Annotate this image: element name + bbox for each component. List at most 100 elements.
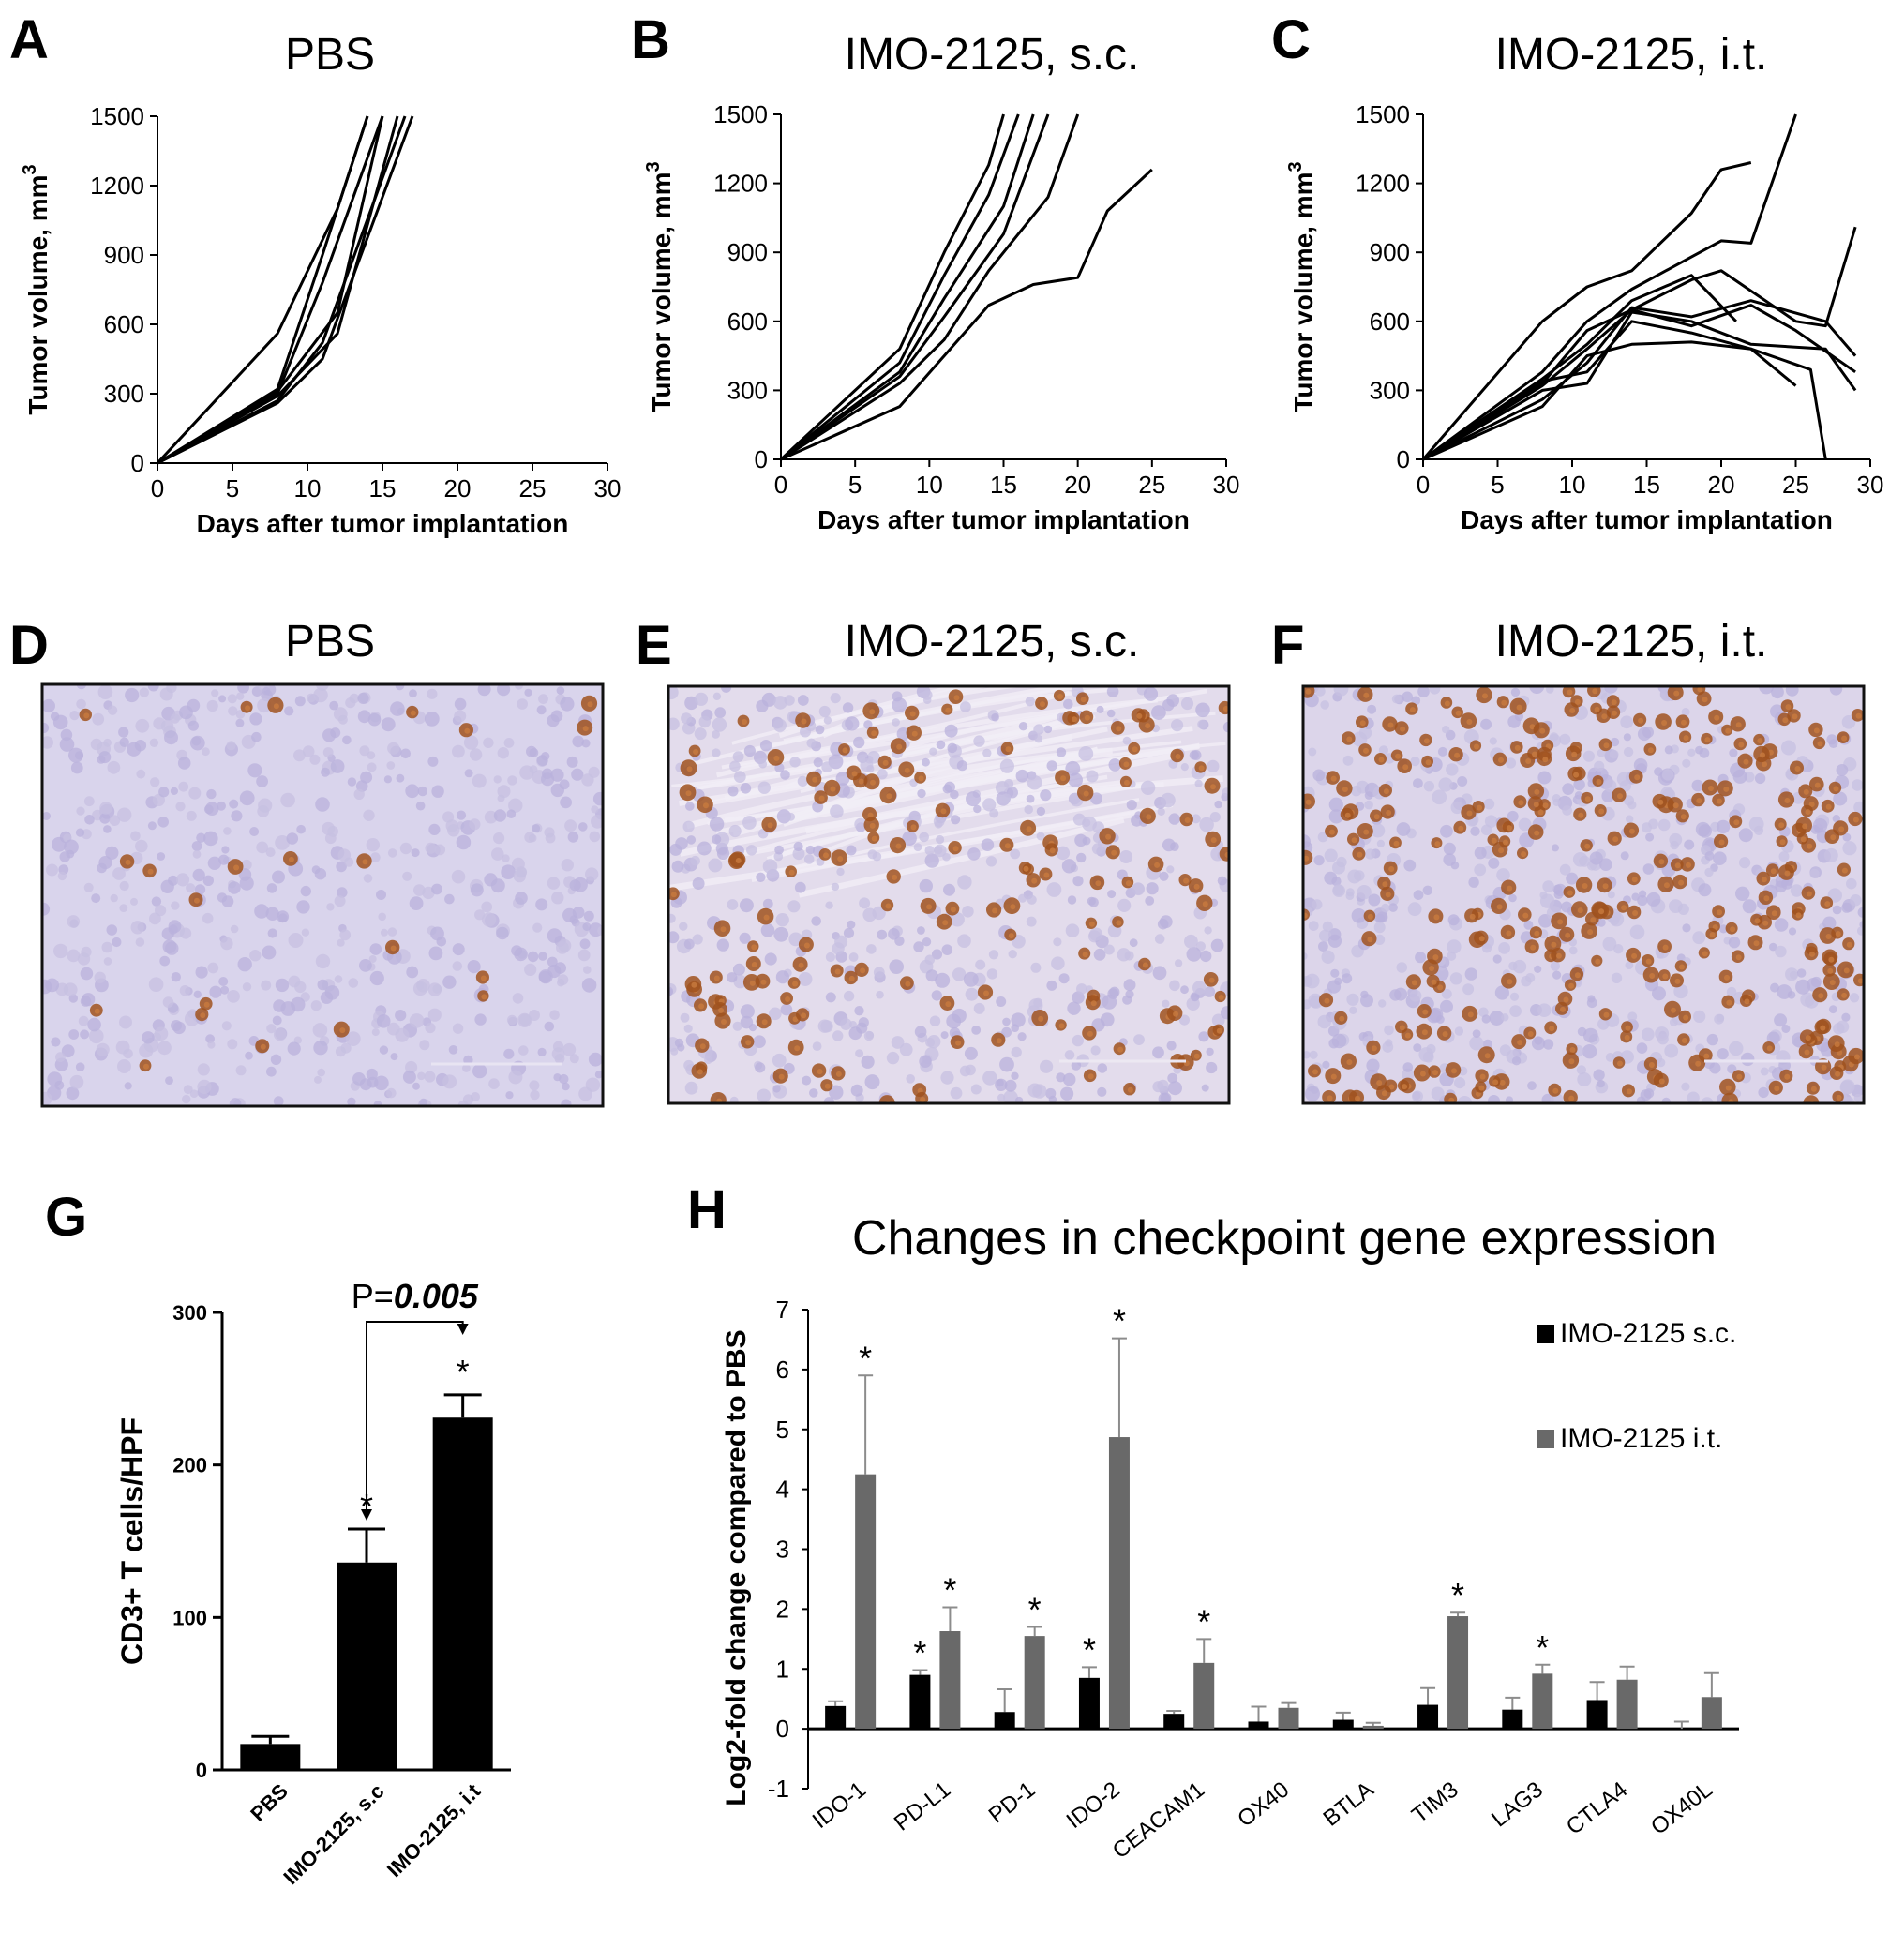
tumor-nucleus [924, 853, 939, 868]
tumor-nucleus [1056, 747, 1067, 757]
tumor-nucleus [1539, 891, 1548, 900]
tumor-nucleus [712, 717, 727, 732]
tumor-nucleus [733, 964, 744, 975]
tumor-nucleus [1191, 750, 1202, 760]
tumor-nucleus [431, 785, 444, 798]
tumor-nucleus [982, 1071, 997, 1086]
panel-letter-e: E [636, 615, 672, 676]
cd3-cell-core [1825, 803, 1832, 810]
cd3-cell-core [1479, 1073, 1486, 1080]
cd3-cell-core [1363, 692, 1370, 698]
cd3-cell-core [909, 711, 916, 717]
category-label-g: PBS [246, 1779, 292, 1826]
tumor-nucleus [1841, 902, 1852, 913]
cd3-cell-core [1567, 890, 1573, 896]
tumor-nucleus [413, 884, 426, 896]
cd3-cell-core [1329, 829, 1335, 835]
tumor-nucleus [294, 981, 307, 994]
tumor-nucleus [1010, 848, 1021, 860]
tumor-nucleus [313, 687, 328, 703]
tumor-nucleus [840, 1018, 852, 1030]
cd3-cell-core [996, 1038, 1002, 1044]
tumor-nucleus [1449, 972, 1462, 985]
tumor-nucleus [1314, 686, 1326, 697]
tumor-nucleus [136, 769, 146, 779]
bar-h-2-10 [1616, 1679, 1638, 1730]
tumor-nucleus [1586, 997, 1597, 1009]
cd3-cell-core [699, 1043, 706, 1050]
tumor-nucleus [1742, 899, 1757, 914]
tumor-nucleus [1457, 776, 1468, 787]
tumor-nucleus [1714, 1013, 1724, 1025]
tumor-nucleus [1552, 798, 1561, 807]
tumor-curve-b-1 [781, 113, 1005, 461]
cd3-cell-core [1498, 847, 1505, 854]
y-tick-label-h: 3 [776, 1536, 789, 1564]
cd3-cell-core [1674, 862, 1681, 869]
cd3-cell-core [918, 775, 924, 782]
y-tick-label-a: 600 [104, 310, 144, 338]
significance-star-h: * [1536, 1628, 1549, 1667]
tumor-nucleus [395, 684, 405, 691]
tumor-nucleus [357, 692, 369, 705]
x-tick-label-a: 30 [594, 474, 622, 502]
y-tick-label-g: 0 [196, 1759, 207, 1782]
tumor-nucleus [940, 1031, 949, 1040]
tumor-nucleus [675, 837, 688, 850]
y-tick-label-c: 900 [1370, 238, 1410, 266]
x-axis-label-b: Days after tumor implantation [817, 505, 1190, 534]
tumor-nucleus [1056, 1072, 1066, 1083]
tumor-nucleus [1192, 981, 1207, 995]
tumor-nucleus [249, 827, 260, 836]
tumor-nucleus [336, 861, 347, 873]
cd3-cell-core [823, 852, 829, 859]
tumor-nucleus [1559, 733, 1571, 745]
tumor-nucleus [469, 748, 483, 761]
cd3-cell-core [871, 730, 877, 737]
cd3-cell-core [1040, 701, 1045, 708]
tumor-nucleus [472, 773, 487, 788]
tumor-nucleus [952, 967, 967, 981]
tumor-nucleus [191, 841, 202, 851]
tumor-nucleus [829, 1085, 844, 1100]
category-label-h: CTLA4 [1562, 1776, 1632, 1839]
cd3-cell-core [871, 835, 877, 842]
tumor-nucleus [1637, 894, 1648, 907]
tumor-nucleus [363, 809, 375, 821]
tumor-nucleus [182, 1094, 191, 1104]
x-tick-label-b: 15 [990, 471, 1017, 499]
tumor-nucleus [159, 955, 171, 966]
x-tick-label-b: 10 [916, 471, 943, 499]
tumor-nucleus [369, 943, 382, 955]
cd3-cell-core [1154, 862, 1161, 868]
cd3-cell-core [1385, 892, 1391, 898]
tumor-nucleus [1159, 871, 1169, 881]
tumor-nucleus [1159, 915, 1173, 929]
bar-h-2-9 [1532, 1673, 1553, 1730]
tumor-nucleus [973, 804, 982, 814]
cd3-cell-core [895, 843, 902, 849]
tumor-nucleus [1775, 945, 1787, 958]
tumor-nucleus [340, 1042, 352, 1054]
tumor-nucleus [280, 792, 295, 808]
tumor-nucleus [1171, 719, 1184, 732]
tumor-nucleus [165, 1076, 173, 1085]
tumor-nucleus [1488, 1095, 1500, 1103]
tumor-nucleus [68, 1029, 80, 1040]
tumor-nucleus [917, 788, 926, 799]
tumor-nucleus [553, 1073, 562, 1082]
cd3-cell-core [1031, 877, 1038, 884]
tumor-nucleus [97, 684, 113, 699]
tumor-nucleus [589, 831, 601, 843]
cd3-cell-core [1083, 790, 1089, 797]
tumor-nucleus [261, 980, 272, 991]
tumor-nucleus [1435, 966, 1449, 981]
cd3-cell-core [1704, 737, 1711, 743]
tumor-nucleus [1090, 1045, 1101, 1056]
tumor-nucleus [46, 863, 58, 877]
micrograph-sc [668, 686, 1229, 1103]
panel-e: E IMO-2125, s.c. [636, 615, 1231, 1105]
cd3-cell-core [1527, 1031, 1534, 1037]
y-tick-label-b: 1200 [713, 170, 768, 198]
